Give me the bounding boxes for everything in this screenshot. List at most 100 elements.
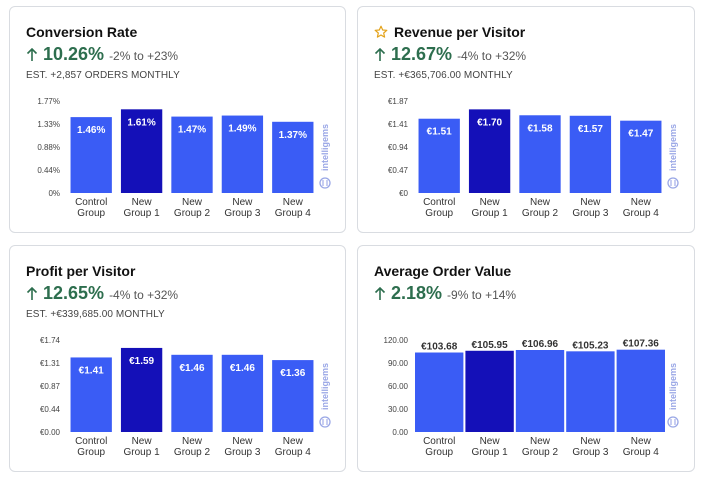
bar-data-label: €1.58: [527, 123, 552, 134]
category-label: New: [232, 197, 253, 208]
category-label: New: [132, 436, 153, 447]
category-label: New: [480, 197, 501, 208]
card-profit-per-visitor: Profit per Visitor 12.65% -4% to +32% ES…: [9, 245, 346, 472]
estimate-text: EST. +€365,706.00 MONTHLY: [374, 70, 513, 81]
bar-data-label: €1.47: [628, 129, 653, 140]
bar-data-label: 1.61%: [127, 117, 155, 128]
category-label: New: [182, 197, 203, 208]
category-label: New: [132, 197, 153, 208]
bar-data-label: €1.70: [477, 117, 502, 128]
card-title-text: Profit per Visitor: [26, 263, 136, 279]
chart-bar[interactable]: [519, 115, 561, 193]
y-tick-label: €0: [399, 189, 408, 198]
card-title: Revenue per Visitor: [374, 24, 525, 40]
bar-chart: €0 €0.47 €0.94 €1.41 €1.87 €1.51 Control Group €…: [366, 95, 688, 225]
metric-row: 10.26% -2% to +23%: [26, 44, 178, 65]
bar-data-label: €105.95: [472, 340, 509, 351]
metric-range: -9% to +14%: [447, 288, 517, 302]
star-icon[interactable]: [374, 25, 388, 39]
intelligems-logo-icon: [667, 416, 679, 428]
y-tick-label: 0.00: [392, 428, 408, 437]
bar-data-label: 1.46%: [77, 125, 105, 136]
card-title: Profit per Visitor: [26, 263, 135, 279]
chart-bar[interactable]: [468, 109, 511, 193]
chart-bar[interactable]: [515, 349, 565, 432]
intelligems-logo-icon: [319, 416, 331, 428]
bar-data-label: 1.47%: [178, 125, 206, 136]
category-label: Group 4: [623, 208, 660, 219]
chart-bar[interactable]: [566, 351, 615, 432]
chart-bar[interactable]: [70, 357, 112, 432]
category-label: Group 2: [522, 208, 559, 219]
metric-row: 12.65% -4% to +32%: [26, 283, 178, 304]
bar-chart: €0.00 €0.44 €0.87 €1.31 €1.74 €1.41 Control Gro…: [18, 334, 340, 464]
chart-bar[interactable]: [418, 118, 460, 193]
metric-value: 12.65%: [43, 283, 105, 303]
arrow-up-icon: [26, 286, 38, 300]
category-label: Group 2: [174, 208, 211, 219]
y-tick-label: €1.31: [40, 359, 61, 368]
y-tick-label: 60.00: [388, 382, 409, 391]
chart-bar[interactable]: [70, 117, 112, 193]
intelligems-logo-icon: [319, 177, 331, 189]
bar-data-label: €103.68: [421, 342, 458, 353]
chart-bar[interactable]: [465, 350, 514, 432]
bar-data-label: 1.49%: [228, 124, 256, 135]
card-title-text: Conversion Rate: [26, 24, 138, 40]
category-label: Group 1: [472, 208, 509, 219]
bar-data-label: €1.41: [79, 365, 104, 376]
bar-data-label: €1.36: [280, 368, 305, 379]
category-label: Group 2: [522, 447, 559, 458]
category-label: New: [182, 436, 203, 447]
category-label: Control: [75, 197, 107, 208]
chart-bar[interactable]: [620, 120, 662, 193]
category-label: Group: [77, 447, 105, 458]
category-label: Group 1: [124, 447, 161, 458]
chart-bar[interactable]: [171, 116, 213, 193]
y-tick-label: €0.87: [40, 382, 61, 391]
metric-value: 12.67%: [391, 44, 453, 64]
bar-data-label: €107.36: [623, 339, 660, 350]
category-label: Control: [75, 436, 107, 447]
chart-bar[interactable]: [171, 354, 213, 432]
chart-bar[interactable]: [272, 360, 314, 432]
y-tick-label: 0.88%: [37, 143, 60, 152]
y-tick-label: €0.94: [388, 143, 409, 152]
y-tick-label: €1.87: [388, 97, 409, 106]
estimate-text: EST. +€339,685.00 MONTHLY: [26, 309, 165, 320]
category-label: New: [283, 197, 304, 208]
category-label: Group 3: [572, 447, 609, 458]
chart-bar[interactable]: [272, 121, 314, 193]
category-label: New: [580, 436, 601, 447]
y-tick-label: 1.77%: [37, 97, 60, 106]
bar-data-label: 1.37%: [279, 130, 307, 141]
card-title-text: Revenue per Visitor: [394, 24, 526, 40]
chart-bar[interactable]: [221, 115, 264, 193]
metric-row: 12.67% -4% to +32%: [374, 44, 526, 65]
chart-bar[interactable]: [221, 354, 264, 432]
category-label: Group 3: [224, 208, 261, 219]
metric-row: 2.18% -9% to +14%: [374, 283, 516, 304]
category-label: Group 4: [623, 447, 660, 458]
category-label: New: [530, 436, 551, 447]
chart-bar[interactable]: [120, 109, 163, 193]
category-label: Group: [77, 208, 105, 219]
arrow-up-icon: [374, 47, 386, 61]
category-label: New: [283, 436, 304, 447]
category-label: New: [631, 197, 652, 208]
chart-bar[interactable]: [120, 347, 163, 432]
category-label: New: [530, 197, 551, 208]
category-label: Group 4: [275, 447, 312, 458]
intelligems-watermark: intelligems: [320, 363, 330, 410]
y-tick-label: €1.41: [388, 120, 409, 129]
chart-bar[interactable]: [616, 349, 665, 432]
chart-bar[interactable]: [569, 115, 612, 193]
chart-bar[interactable]: [415, 352, 464, 432]
card-revenue-per-visitor: Revenue per Visitor 12.67% -4% to +32% E…: [357, 6, 695, 233]
card-conversion-rate: Conversion Rate 10.26% -2% to +23% EST. …: [9, 6, 346, 233]
y-tick-label: 0.44%: [37, 166, 60, 175]
metric-value: 10.26%: [43, 44, 105, 64]
y-tick-label: 90.00: [388, 359, 409, 368]
intelligems-watermark: intelligems: [320, 124, 330, 171]
